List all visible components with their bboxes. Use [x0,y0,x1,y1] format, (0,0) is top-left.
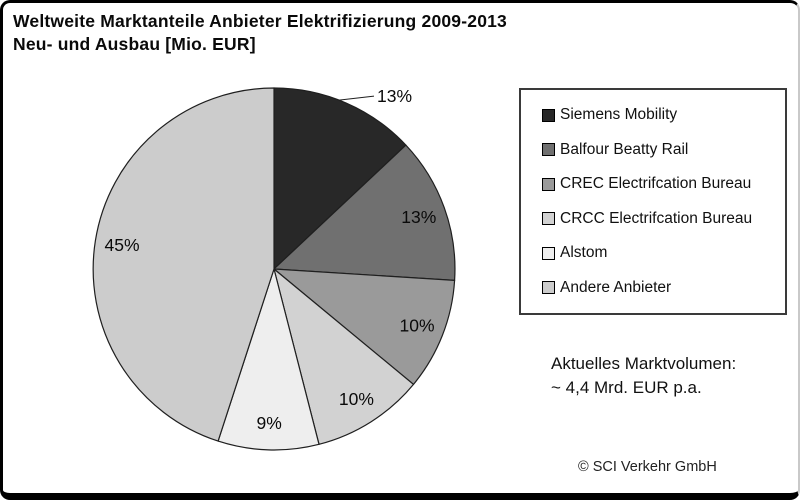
pie-slice-alstom [217,268,320,451]
legend-color-swatch [542,281,555,295]
legend-label: CREC Electrifcation Bureau [560,175,752,193]
pie-slice-siemens-mobility [273,87,407,270]
pie-percentage-label: 10% [339,389,374,409]
legend-color-swatch [542,177,555,191]
legend-label: Andere Anbieter [560,278,672,296]
legend-item: Alstom [542,244,779,262]
label-leader-line [338,95,375,101]
legend-item: Balfour Beatty Rail [542,141,779,159]
pie-percentage-label: 10% [399,316,434,336]
pie-slice-balfour-beatty-rail [273,144,456,281]
pie-percentage-label: 9% [257,413,282,433]
pie-percentage-label: 13% [401,207,436,227]
chart-title-line2: Neu- und Ausbau [Mio. EUR] [13,33,256,54]
legend-box: Siemens Mobility Balfour Beatty Rail CREC … [519,88,787,315]
pie-percentage-label: 45% [104,235,139,255]
pie-chart: 13% 13% 10% 10% 9% 45% [92,86,456,451]
legend-item: Andere Anbieter [542,279,779,297]
legend-color-swatch [542,143,555,157]
pie-slice-crcc-electrifcation-bureau [273,268,415,445]
legend-color-swatch [542,108,555,122]
legend-color-swatch [542,246,555,260]
chart-title-line1: Weltweite Marktanteile Anbieter Elektrif… [13,11,507,31]
legend-item: CREC Electrifcation Bureau [542,175,779,193]
legend-label: Alstom [560,244,608,262]
legend-label: Siemens Mobility [560,106,678,124]
legend-item: Siemens Mobility [542,106,779,124]
market-volume-note: Aktuelles Marktvolumen: ~ 4,4 Mrd. EUR p… [551,352,736,400]
pie-percentage-label: 13% [377,86,412,106]
market-volume-label: Aktuelles Marktvolumen: [551,354,737,373]
legend-label: Balfour Beatty Rail [560,140,689,158]
market-volume-value: ~ 4,4 Mrd. EUR p.a. [551,378,702,397]
legend-label: CRCC Electrifcation Bureau [560,209,753,227]
legend-color-swatch [542,212,555,226]
pie-slice-crec-electrifcation-bureau [273,268,456,385]
legend-item: CRCC Electrifcation Bureau [542,210,779,228]
copyright-note: © SCI Verkehr GmbH [578,459,717,475]
pie-slice-andere-anbieter [92,87,275,442]
chart-title: Weltweite Marktanteile Anbieter Elektrif… [13,10,507,55]
